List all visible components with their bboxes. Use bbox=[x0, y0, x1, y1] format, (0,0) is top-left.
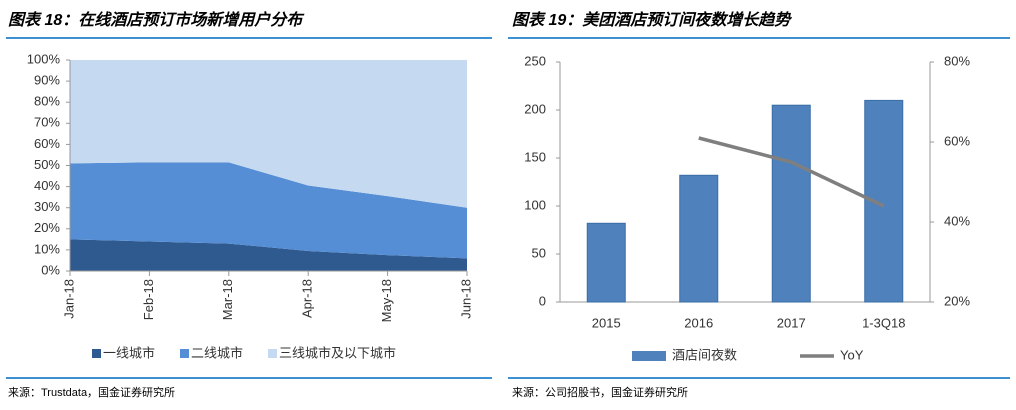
legend-label: 酒店间夜数 bbox=[672, 347, 737, 362]
legend-label: 三线城市及以下城市 bbox=[279, 345, 396, 360]
y-tick-label: 50 bbox=[532, 245, 546, 260]
legend-label: YoY bbox=[840, 347, 864, 362]
y2-tick-label: 40% bbox=[944, 213, 970, 228]
bar bbox=[586, 222, 626, 303]
y-tick-label: 90% bbox=[34, 73, 60, 88]
legend-label: 一线城市 bbox=[103, 345, 155, 360]
line bbox=[698, 136, 885, 208]
source: 来源：公司招股书，国金证券研究所 bbox=[512, 385, 688, 399]
y-tick-label: 30% bbox=[34, 199, 60, 214]
legend-swatch bbox=[632, 351, 666, 361]
bar bbox=[679, 174, 719, 303]
legend-swatch bbox=[268, 349, 277, 358]
legend-swatch bbox=[92, 349, 101, 358]
y2-tick-label: 20% bbox=[944, 293, 970, 308]
y-tick-label: 200 bbox=[524, 101, 546, 116]
area bbox=[70, 162, 467, 259]
y-tick-label: 0% bbox=[41, 262, 60, 277]
x-tick-label: 2015 bbox=[592, 315, 621, 330]
x-tick-label: Feb-18 bbox=[141, 279, 156, 320]
y2-tick-label: 80% bbox=[944, 53, 970, 68]
y-tick-label: 20% bbox=[34, 220, 60, 235]
y-tick-label: 40% bbox=[34, 178, 60, 193]
source: 来源：Trustdata，国金证券研究所 bbox=[8, 385, 175, 399]
y2-tick-label: 60% bbox=[944, 133, 970, 148]
x-tick-label: Mar-18 bbox=[220, 279, 235, 320]
area bbox=[70, 60, 467, 208]
y-tick-label: 150 bbox=[524, 149, 546, 164]
y-tick-label: 0 bbox=[539, 293, 546, 308]
chart-title: 图表 18：在线酒店预订市场新增用户分布 bbox=[8, 11, 305, 29]
chart-title: 图表 19：美团酒店预订间夜数增长趋势 bbox=[512, 11, 792, 29]
y-tick-label: 250 bbox=[524, 53, 546, 68]
y-tick-label: 60% bbox=[34, 136, 60, 151]
y-tick-label: 100% bbox=[27, 51, 61, 66]
y-tick-label: 50% bbox=[34, 157, 60, 172]
y-tick-label: 80% bbox=[34, 94, 60, 109]
legend-label: 二线城市 bbox=[191, 345, 243, 360]
y-tick-label: 10% bbox=[34, 241, 60, 256]
y-tick-label: 70% bbox=[34, 115, 60, 130]
x-tick-label: 2017 bbox=[777, 315, 806, 330]
x-tick-label: 1-3Q18 bbox=[862, 315, 905, 330]
area bbox=[70, 239, 467, 271]
x-tick-label: Apr-18 bbox=[300, 279, 315, 318]
x-tick-label: May-18 bbox=[379, 279, 394, 322]
x-tick-label: Jun-18 bbox=[458, 279, 473, 319]
legend-swatch bbox=[180, 349, 189, 358]
x-tick-label: 2016 bbox=[684, 315, 713, 330]
y-tick-label: 100 bbox=[524, 197, 546, 212]
bar bbox=[771, 104, 811, 303]
x-tick-label: Jan-18 bbox=[61, 279, 76, 319]
